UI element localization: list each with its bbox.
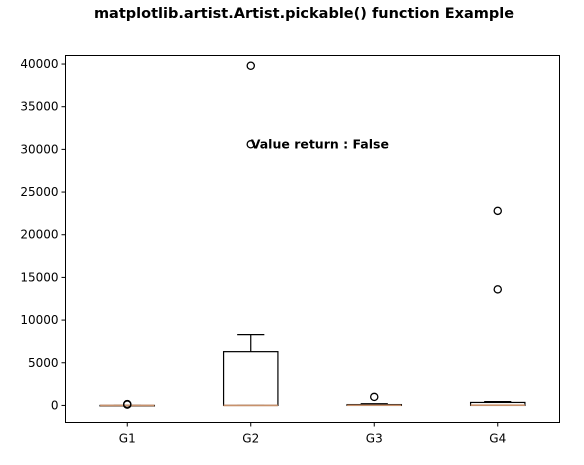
y-tick-label: 40000: [20, 57, 58, 71]
box-g1: [99, 399, 156, 409]
x-tick-label: G4: [489, 432, 506, 446]
y-tick-label: 35000: [20, 100, 58, 114]
annotation-text: Value return : False: [251, 137, 389, 152]
box-g2: [222, 61, 279, 407]
plot-area: [65, 55, 560, 423]
y-tick-label: 30000: [20, 142, 58, 156]
x-axis: G1 G2 G3 G4: [119, 422, 506, 446]
flier-point: [246, 140, 255, 149]
flier-point: [493, 206, 502, 216]
flier-point: [369, 392, 379, 402]
y-tick-label: 25000: [20, 185, 58, 199]
chart-title: matplotlib.artist.Artist.pickable() func…: [94, 6, 514, 22]
x-tick-label: G3: [366, 432, 383, 446]
box-series: [99, 61, 526, 409]
y-tick-label: 20000: [20, 228, 58, 242]
box-g3: [346, 392, 403, 407]
x-tick-label: G2: [242, 432, 259, 446]
flier-point: [493, 285, 502, 294]
y-tick-label: 10000: [20, 313, 58, 327]
flier-point: [123, 399, 132, 409]
y-tick-label: 0: [51, 398, 59, 412]
y-tick-label: 15000: [20, 270, 58, 284]
flier-point: [246, 61, 255, 70]
box-g4: [469, 206, 526, 407]
y-tick-label: 5000: [28, 356, 59, 370]
x-tick-label: G1: [119, 432, 136, 446]
y-axis: 0 5000 10000 15000 20000 25000 30000 35000 40000: [20, 57, 66, 412]
